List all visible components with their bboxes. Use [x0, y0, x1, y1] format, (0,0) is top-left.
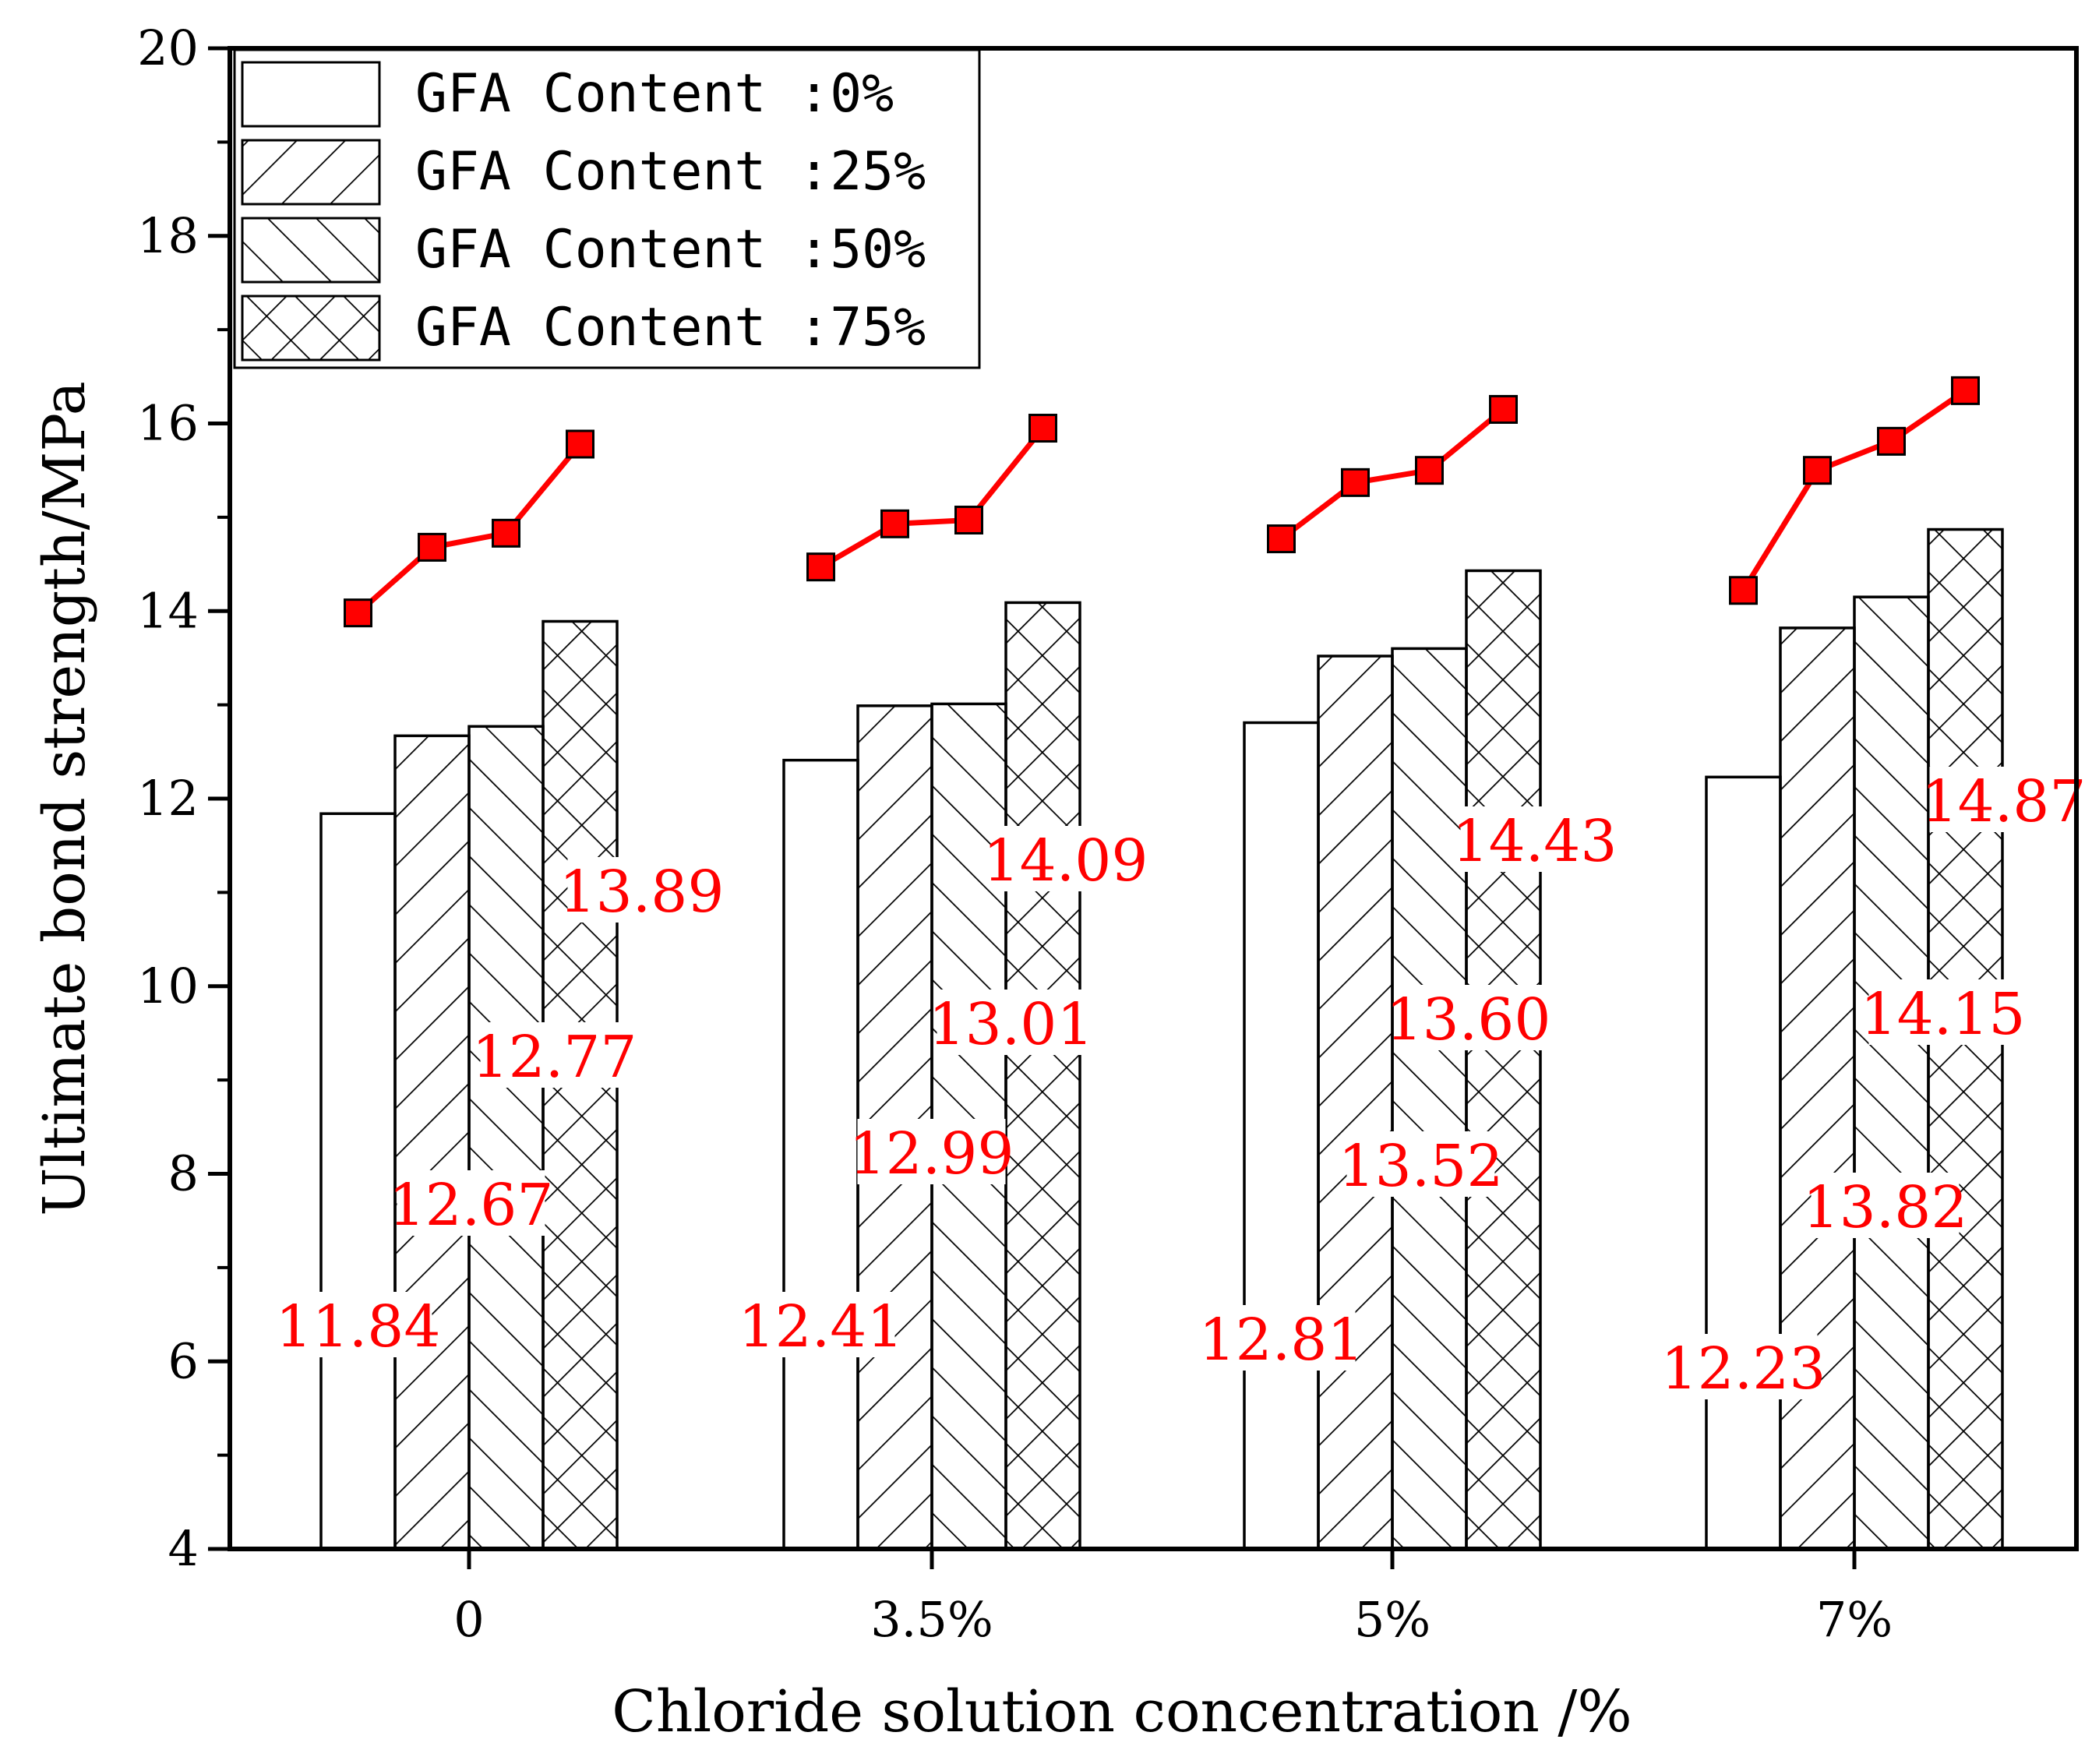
bar: [1243, 721, 1320, 1551]
data-label: 13.82: [1803, 1174, 1968, 1241]
data-label-bg: [1394, 985, 1543, 1050]
x-tick-label: 5%: [1354, 1591, 1431, 1648]
data-label: 12.99: [849, 1120, 1014, 1187]
strength-line: [1279, 407, 1505, 542]
x-axis: 0 3.5% 5% 7%: [453, 1549, 1893, 1648]
data-label: 13.01: [929, 991, 1094, 1058]
y-tick-label: 4: [168, 1520, 199, 1577]
bar: [393, 734, 471, 1551]
line-marker: [1489, 394, 1518, 424]
data-label: 12.41: [739, 1293, 904, 1360]
y-tick-label: 6: [168, 1332, 199, 1389]
legend-label: GFA Content :0%: [415, 63, 894, 125]
y-axis-title: Ultimate bond strength/MPa: [31, 381, 98, 1216]
legend-label: GFA Content :50%: [415, 219, 926, 280]
data-label: 13.89: [559, 859, 725, 926]
y-tick-label: 18: [137, 207, 199, 264]
strength-line: [819, 426, 1046, 570]
line-marker: [1415, 456, 1444, 485]
bar: [1317, 654, 1394, 1551]
line-marker: [492, 518, 520, 548]
x-tick-label: 0: [453, 1591, 484, 1648]
labels-layer: 11.84 12.67 12.77 13.89 12.41 12.99 13.01 14.09…: [276, 767, 2087, 1402]
line-marker: [1267, 524, 1296, 554]
bar: [1004, 601, 1081, 1551]
strength-line: [356, 442, 583, 616]
legend-swatch: [241, 139, 381, 206]
data-label-bg: [1868, 979, 2017, 1045]
line-marker: [806, 552, 835, 582]
data-label-bg: [397, 1170, 545, 1236]
data-label-bg: [480, 1022, 629, 1088]
strength-line: [1741, 388, 1967, 592]
bar: [1465, 569, 1542, 1551]
line-marker: [1877, 426, 1906, 456]
line-marker: [1951, 376, 1980, 405]
line-marker: [566, 429, 594, 459]
line-marker: [1028, 414, 1057, 443]
data-label-bg: [1929, 767, 2078, 832]
data-label: 13.52: [1339, 1133, 1504, 1200]
data-label-bg: [1669, 1334, 1818, 1399]
data-label: 12.77: [472, 1024, 637, 1091]
legend-swatch: [241, 61, 381, 128]
bar: [1391, 647, 1468, 1551]
bar: [782, 758, 859, 1551]
line-marker: [418, 532, 446, 562]
line-layer: [344, 376, 1980, 628]
data-label: 12.23: [1661, 1335, 1826, 1402]
bar: [1853, 595, 1930, 1551]
data-label-bg: [746, 1292, 895, 1357]
y-tick-label: 20: [137, 19, 199, 76]
bar: [1779, 626, 1856, 1551]
data-label: 12.81: [1199, 1307, 1364, 1374]
y-tick-label: 10: [137, 958, 199, 1014]
data-label: 14.15: [1861, 981, 2026, 1048]
data-label-bg: [937, 990, 1085, 1055]
line-marker: [1341, 467, 1370, 497]
x-axis-title: Chloride solution concentration /%: [612, 1678, 1632, 1745]
legend: GFA Content :0% GFA Content :25% GFA Conte…: [233, 48, 981, 369]
data-label-bg: [991, 826, 1140, 891]
data-label: 14.09: [983, 827, 1148, 894]
data-label-bg: [857, 1119, 1006, 1184]
legend-swatch: [241, 217, 381, 284]
line-marker: [344, 598, 372, 628]
x-tick-label: 7%: [1816, 1591, 1893, 1648]
y-axis: 4 6 8 10 12 14 16 18 20: [137, 19, 230, 1577]
line-marker: [880, 509, 909, 538]
line-marker: [1729, 576, 1758, 605]
data-label-bg: [1207, 1305, 1356, 1371]
legend-label: GFA Content :75%: [415, 297, 926, 358]
data-label: 14.43: [1452, 808, 1618, 875]
line-marker: [954, 505, 983, 534]
y-tick-label: 16: [137, 395, 199, 452]
bar: [467, 725, 545, 1551]
data-label: 14.87: [1921, 768, 2087, 835]
y-tick-label: 12: [137, 770, 199, 827]
data-label-bg: [567, 857, 716, 923]
data-label-bg: [284, 1292, 432, 1357]
x-tick-label: 3.5%: [870, 1591, 993, 1648]
data-label: 13.60: [1386, 986, 1551, 1053]
data-label-bg: [1346, 1131, 1495, 1197]
line-marker: [1803, 456, 1832, 485]
data-label: 12.67: [389, 1172, 554, 1239]
y-tick-label: 8: [168, 1145, 199, 1202]
legend-label: GFA Content :25%: [415, 141, 926, 203]
legend-swatch: [241, 295, 381, 362]
y-tick-label: 14: [137, 582, 199, 639]
data-label-bg: [1460, 806, 1609, 872]
data-label: 11.84: [276, 1293, 441, 1360]
data-label-bg: [1811, 1173, 1960, 1238]
bar: [319, 812, 397, 1551]
bar: [1705, 775, 1782, 1551]
